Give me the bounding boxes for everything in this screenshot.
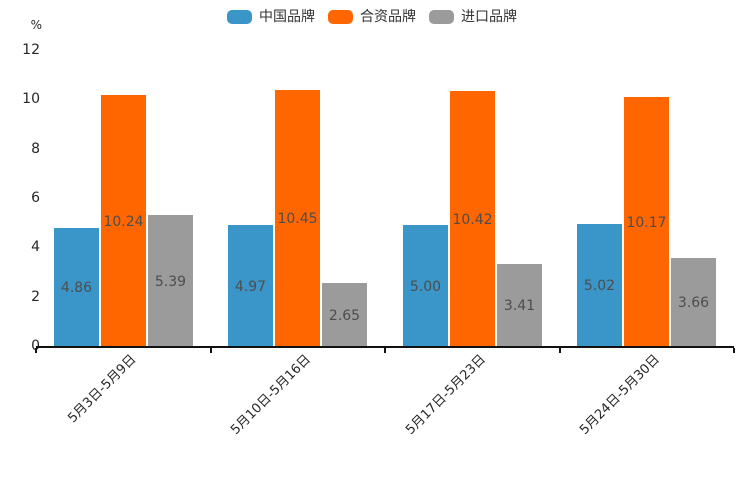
bar-value-label: 2.65	[328, 307, 361, 324]
legend: 中国品牌 合资品牌 进口品牌	[0, 8, 744, 26]
y-axis-tick-label: 2	[31, 288, 40, 305]
legend-label: 进口品牌	[461, 9, 517, 25]
bar-value-label: 10.17	[626, 214, 667, 231]
y-axis-tick-label: 4	[31, 239, 40, 256]
x-axis-tick-mark	[558, 348, 561, 353]
bar-value-label: 5.00	[409, 278, 442, 295]
bar-imported-brand	[497, 264, 542, 348]
bar-joint-venture-brand	[624, 97, 669, 348]
x-axis-label: 5月3日-5月9日	[65, 352, 140, 427]
y-axis-tick-label: 0	[0, 337, 40, 355]
bar-value-label: 4.97	[234, 278, 267, 295]
x-axis-line	[36, 346, 734, 348]
legend-item-imported-brand[interactable]: 进口品牌	[429, 8, 517, 26]
y-axis-tick-label: 10	[22, 91, 40, 108]
x-axis-label: 5月24日-5月30日	[577, 352, 664, 438]
y-axis-tick-label: 12	[22, 42, 40, 58]
bar-value-label: 4.86	[60, 280, 93, 296]
bar-chinese-brand	[228, 225, 273, 348]
x-axis-tick-mark	[384, 348, 386, 353]
bar-value-label: 3.41	[503, 298, 536, 314]
y-axis-tick-label: 6	[31, 190, 40, 206]
x-axis-label: 5月17日-5月23日	[403, 352, 489, 438]
bar-joint-venture-brand	[450, 91, 495, 348]
bar-imported-brand	[322, 283, 367, 348]
x-axis-label: 5月10日-5月16日	[228, 352, 315, 438]
legend-item-chinese-brand[interactable]: 中国品牌	[227, 8, 315, 26]
bar-chinese-brand	[577, 224, 622, 348]
x-axis-tick-mark	[35, 348, 37, 353]
legend-swatch-icon	[328, 10, 353, 24]
legend-swatch-icon	[429, 10, 454, 24]
bar-value-label: 5.02	[583, 278, 616, 294]
legend-label: 合资品牌	[360, 9, 416, 25]
bar-joint-venture-brand	[101, 95, 146, 348]
y-axis-tick-label: 8	[31, 140, 40, 157]
bar-chinese-brand	[403, 225, 448, 348]
legend-item-joint-venture-brand[interactable]: 合资品牌	[328, 8, 416, 26]
legend-swatch-icon	[227, 10, 252, 24]
x-axis-tick-mark	[733, 348, 735, 353]
bar-joint-venture-brand	[275, 90, 320, 348]
bar-value-label: 3.66	[677, 295, 710, 311]
bar-value-label: 10.45	[277, 211, 318, 227]
legend-label: 中国品牌	[259, 9, 315, 25]
bar-chinese-brand	[54, 228, 99, 348]
bar-value-label: 5.39	[154, 273, 187, 290]
x-axis-tick-mark	[209, 348, 212, 353]
bar-value-label: 10.24	[103, 213, 144, 230]
y-axis-unit-label: %	[30, 18, 42, 32]
bar-imported-brand	[148, 215, 193, 348]
bar-value-label: 10.42	[452, 211, 493, 228]
bar-imported-brand	[671, 258, 716, 348]
